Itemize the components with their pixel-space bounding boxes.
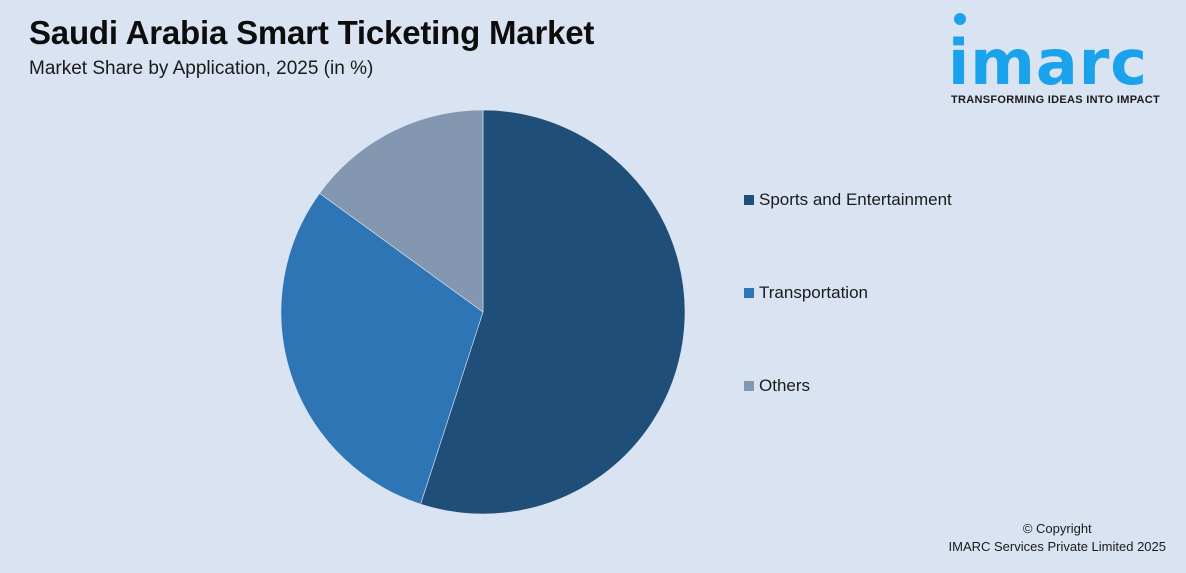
pie-chart <box>280 109 686 515</box>
logo-wordmark: imarc <box>948 26 1149 99</box>
pie-slice-sports-and-entertainment <box>420 109 686 515</box>
page-subtitle: Market Share by Application, 2025 (in %) <box>29 58 374 79</box>
imarc-logo: imarc TRANSFORMING IDEAS INTO IMPACT <box>946 10 1178 110</box>
copyright-line: © Copyright <box>1022 521 1092 536</box>
legend-label: Others <box>759 376 811 395</box>
logo-tagline: TRANSFORMING IDEAS INTO IMPACT <box>951 94 1161 106</box>
pie-slice-others <box>319 109 484 313</box>
legend-item-sports-entertainment: Sports and Entertainment <box>744 190 952 210</box>
logo-dot-icon <box>954 13 966 25</box>
legend-label: Sports and Entertainment <box>759 190 952 209</box>
legend-swatch <box>744 381 754 391</box>
legend-swatch <box>744 195 754 205</box>
copyright-notice: © Copyright IMARC Services Private Limit… <box>949 520 1166 556</box>
pie-slice-transportation <box>280 192 484 505</box>
page-title: Saudi Arabia Smart Ticketing Market <box>29 14 595 51</box>
legend-item-others: Others <box>744 376 810 396</box>
copyright-company: IMARC Services Private Limited 2025 <box>948 539 1166 554</box>
legend-item-transportation: Transportation <box>744 283 868 303</box>
legend-label: Transportation <box>759 283 868 302</box>
legend-swatch <box>744 288 754 298</box>
